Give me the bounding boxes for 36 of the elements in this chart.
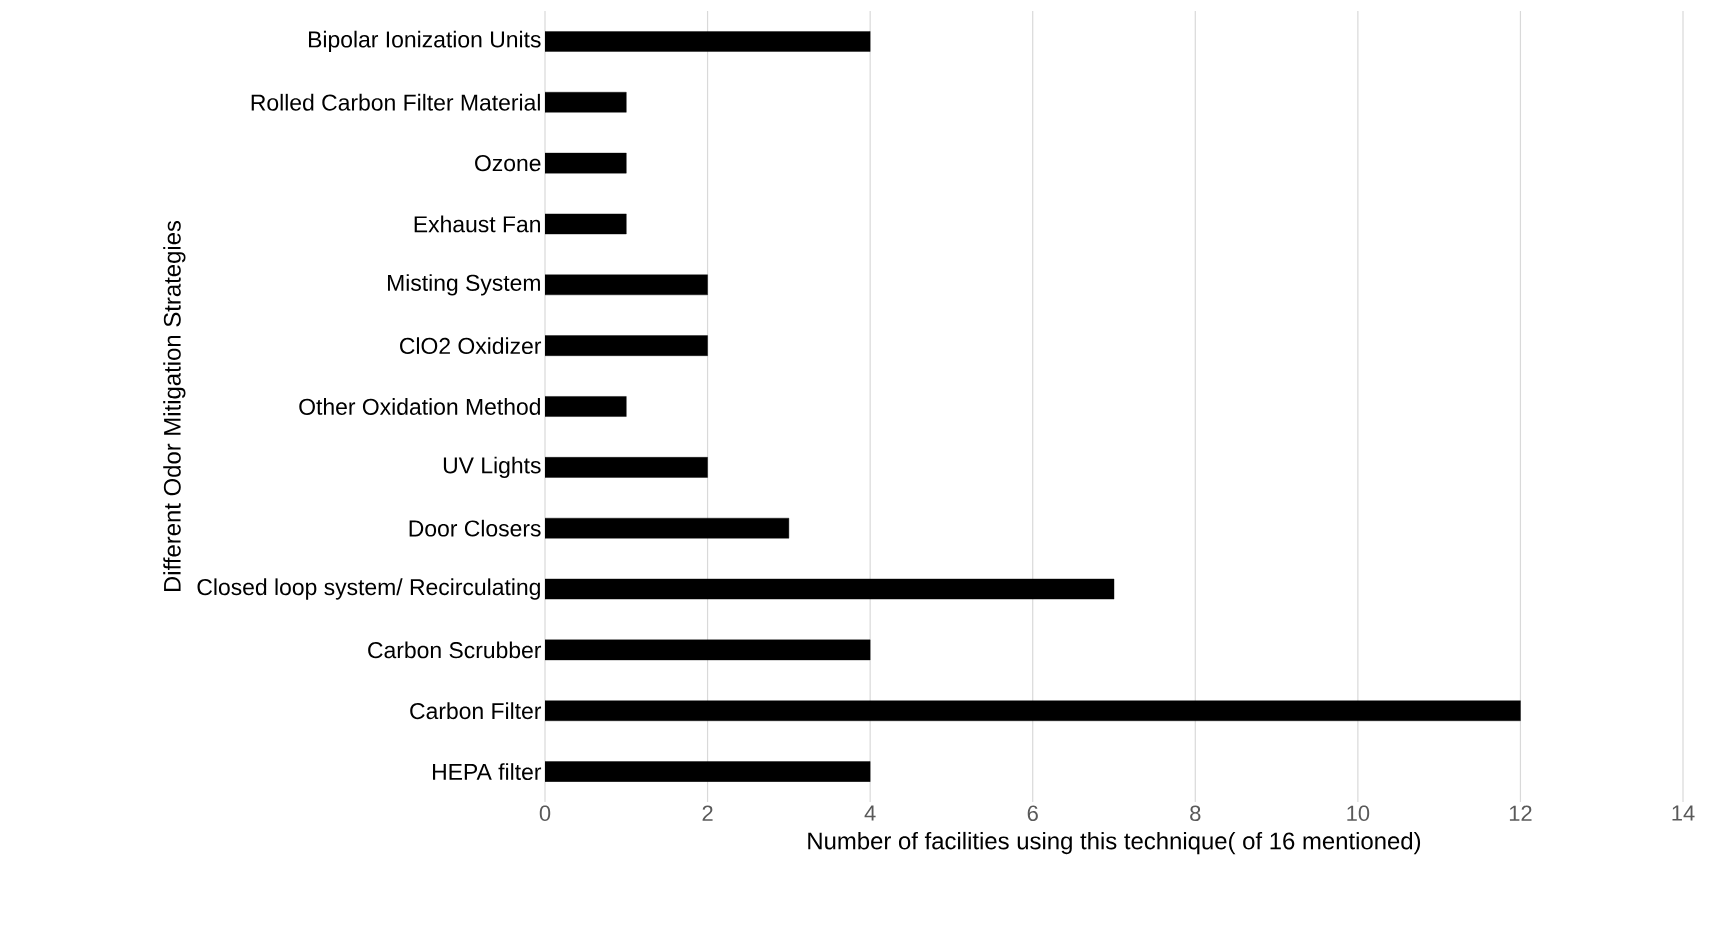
bar bbox=[545, 92, 627, 113]
y-tick-label: Closed loop system/ Recirculating bbox=[197, 578, 540, 600]
x-tick-label: 0 bbox=[539, 805, 551, 822]
y-tick-label: Carbon Filter bbox=[410, 702, 542, 720]
bar bbox=[545, 396, 627, 417]
y-tick-label: Exhaust Fan bbox=[414, 215, 540, 233]
y-axis-title: Different Odor Mitigation Strategies bbox=[163, 220, 186, 592]
bar bbox=[545, 213, 627, 235]
y-tick-label: Misting System bbox=[388, 274, 540, 296]
bar bbox=[545, 152, 627, 174]
x-tick-label: 8 bbox=[1190, 805, 1201, 822]
bar bbox=[545, 457, 708, 478]
bar bbox=[545, 31, 871, 52]
y-tick-label: Bipolar Ionization Units bbox=[309, 30, 541, 53]
y-tick-label: Other Oxidation Method bbox=[299, 398, 540, 415]
y-tick-label: Ozone bbox=[475, 155, 541, 172]
x-tick-label: 4 bbox=[864, 805, 876, 821]
bar bbox=[545, 517, 790, 539]
y-tick-label: Rolled Carbon Filter Material bbox=[251, 93, 540, 111]
y-tick-label: Door Closers bbox=[409, 519, 541, 537]
y-tick-label: ClO2 Oxidizer bbox=[400, 337, 542, 355]
y-tick-label: HEPA filter bbox=[433, 763, 542, 780]
x-tick-label: 12 bbox=[1509, 805, 1532, 821]
bar bbox=[545, 274, 708, 296]
x-tick-label: 2 bbox=[702, 805, 713, 821]
bar bbox=[545, 335, 708, 356]
bar bbox=[545, 578, 1115, 600]
bar bbox=[545, 700, 1521, 721]
x-tick-label: 6 bbox=[1027, 805, 1038, 822]
x-tick-label: 14 bbox=[1672, 805, 1695, 821]
y-tick-label: UV Lights bbox=[443, 456, 541, 479]
x-axis-title: Number of facilities using this technique( of 16 mentioned) bbox=[808, 831, 1421, 855]
bar bbox=[545, 761, 871, 782]
x-tick-label: 10 bbox=[1347, 805, 1370, 822]
bar bbox=[545, 639, 871, 661]
y-tick-label: Carbon Scrubber bbox=[368, 641, 542, 659]
